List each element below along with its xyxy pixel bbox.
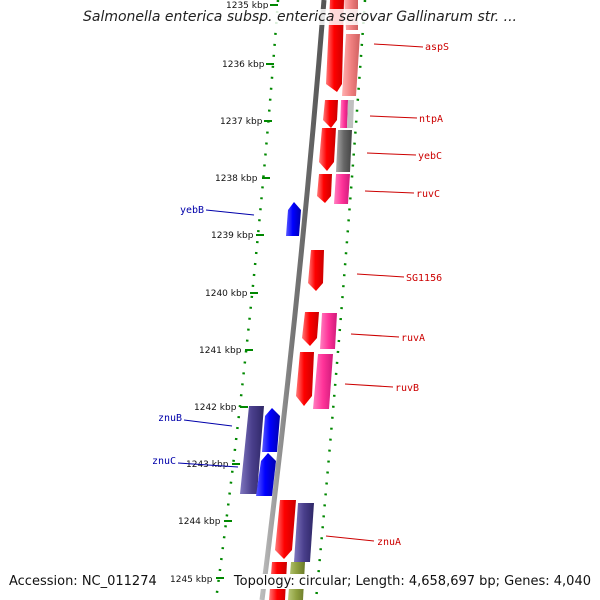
gene-block[interactable] — [294, 503, 314, 562]
tick-label: 1245 kbp — [170, 575, 213, 585]
gene-label-sg1156[interactable]: SG1156 — [406, 273, 442, 284]
gene-arrow[interactable] — [317, 174, 332, 203]
map-title: Salmonella enterica subsp. enterica sero… — [0, 9, 600, 25]
genome-backbone — [259, 0, 327, 600]
label-leader — [350, 333, 400, 338]
reverse-strand-guide — [214, 0, 280, 600]
gene-arrow[interactable] — [275, 500, 296, 559]
tick-label: 1244 kbp — [178, 517, 221, 527]
label-leader — [369, 115, 418, 119]
gene-label-ruvb[interactable]: ruvB — [395, 383, 419, 394]
label-leader — [366, 152, 417, 156]
gene-arrow[interactable] — [323, 100, 338, 128]
gene-arrow[interactable] — [286, 202, 301, 236]
label-leader — [325, 535, 375, 542]
gene-arrow[interactable] — [296, 352, 314, 406]
label-leader — [344, 383, 394, 388]
gene-block[interactable] — [334, 174, 350, 204]
label-leader — [356, 273, 405, 278]
gene-label-znua[interactable]: znuA — [377, 537, 401, 548]
reverse-genes — [240, 202, 301, 496]
gene-block[interactable] — [313, 354, 333, 409]
tick-label: 1242 kbp — [194, 403, 237, 413]
gene-arrow[interactable] — [302, 312, 319, 346]
gene-block[interactable] — [340, 100, 348, 128]
reverse-labels: yebB znuB znuC — [152, 205, 255, 468]
gene-arrow[interactable] — [319, 128, 336, 171]
gene-arrow[interactable] — [308, 250, 324, 291]
gene-block[interactable] — [320, 313, 337, 349]
forward-strand-guide — [314, 0, 367, 600]
tick-label: 1241 kbp — [199, 346, 242, 356]
tick-label: 1238 kbp — [215, 174, 258, 184]
gene-block[interactable] — [347, 100, 354, 128]
gene-block[interactable] — [342, 34, 360, 96]
label-leader — [373, 43, 424, 48]
gene-arrow[interactable] — [256, 453, 276, 496]
gene-label-ruva[interactable]: ruvA — [401, 333, 425, 344]
gene-arrow[interactable] — [262, 408, 280, 452]
gene-label-znub[interactable]: znuB — [158, 413, 182, 424]
label-leader — [364, 190, 415, 194]
tick-label: 1239 kbp — [211, 231, 254, 241]
tick-label: 1235 kbp — [226, 1, 269, 11]
topology-text: Topology: circular; Length: 4,658,697 bp… — [233, 574, 591, 589]
label-leader — [205, 209, 255, 216]
tick-label: 1240 kbp — [205, 289, 248, 299]
gene-block[interactable] — [336, 130, 352, 172]
gene-label-yebc[interactable]: yebC — [418, 151, 442, 162]
tick-group: 1235 kbp 1236 kbp 1237 kbp 1238 kbp 1239… — [170, 1, 278, 585]
label-leader — [183, 419, 233, 427]
label-leader — [177, 462, 239, 468]
gene-block[interactable] — [240, 406, 264, 494]
tick-label: 1236 kbp — [222, 60, 265, 70]
gene-label-znuc[interactable]: znuC — [152, 456, 176, 467]
gene-label-ntpa[interactable]: ntpA — [419, 114, 443, 125]
gene-label-ruvc[interactable]: ruvC — [416, 189, 440, 200]
tick-label: 1237 kbp — [220, 117, 263, 127]
gene-label-yebb[interactable]: yebB — [180, 205, 204, 216]
accession-text: Accession: NC_011274 — [9, 574, 157, 589]
gene-label-asps[interactable]: aspS — [425, 42, 449, 53]
forward-labels: aspS ntpA yebC ruvC SG1156 ruvA ruvB znu… — [325, 42, 449, 548]
